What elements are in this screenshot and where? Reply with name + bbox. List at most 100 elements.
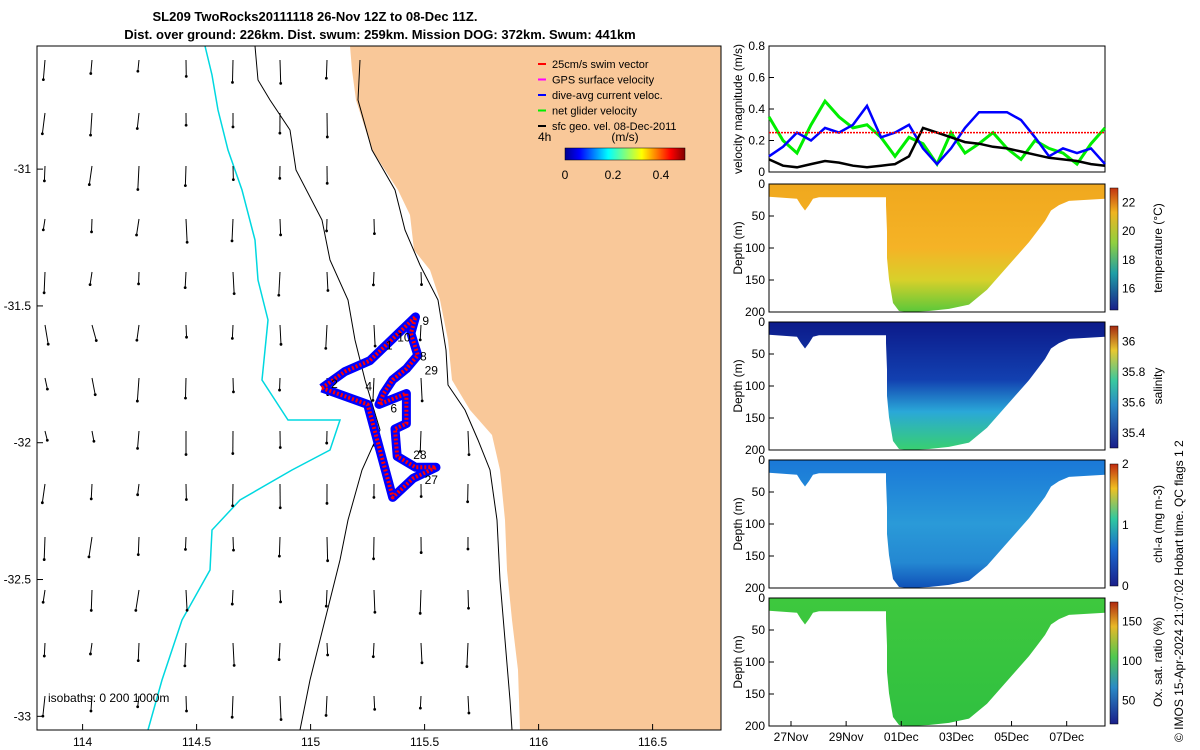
- section-ytick-label: 0: [758, 177, 765, 191]
- velocity-ytick-label: 0.4: [748, 102, 765, 116]
- track-label: 10: [397, 330, 411, 344]
- section-ytick-label: 0: [758, 315, 765, 329]
- section-colorbar-tick: 35.8: [1122, 365, 1146, 379]
- current-arrow: [43, 271, 46, 293]
- current-arrow-head: [371, 655, 375, 659]
- current-arrow-head: [136, 705, 140, 709]
- section-colorbar-tick: 100: [1122, 654, 1142, 668]
- current-arrow-head: [278, 388, 281, 392]
- isobath-0m: [357, 59, 513, 730]
- section-xtick-label: 29Nov: [829, 730, 864, 744]
- legend-label: dive-avg current veloc.: [552, 90, 663, 102]
- current-arrow-head: [232, 663, 236, 667]
- current-arrow-head: [136, 493, 140, 497]
- map-axis-ticks: 114 114.5 115 115.5 116 116.5 -31 -31.5 -32 -32.5…: [4, 162, 668, 749]
- current-arrow-head: [135, 127, 139, 130]
- section-xtick-label: 07Dec: [1049, 730, 1084, 744]
- current-arrow-head: [420, 399, 424, 403]
- velocity-panel: 0 0.2 0.4 0.6 0.8 velocity magnitude (m/s): [731, 39, 1107, 179]
- section-ytick-label: 0: [758, 591, 765, 605]
- map-ytick-label: -32: [14, 436, 32, 450]
- current-arrow-head: [41, 228, 45, 232]
- oxygen-section: 0 50 100 150 200 Depth (m) 50 100 150 Ox. sat. ra…: [731, 591, 1165, 744]
- velocity-ytick-label: 0.6: [748, 71, 765, 85]
- isobath-1000m: [147, 46, 342, 730]
- footer-note: © IMOS 15-Apr-2024 21:07:02 Hobart time.…: [1172, 440, 1186, 742]
- map-colorbar: [564, 147, 686, 161]
- current-arrow-head: [135, 338, 139, 342]
- current-arrow-head: [185, 335, 188, 339]
- current-arrow-head: [231, 452, 235, 455]
- current-arrow-head: [324, 347, 328, 350]
- current-arrow: [42, 589, 46, 603]
- map-xtick-label: 115: [301, 735, 320, 749]
- current-arrow-head: [87, 183, 91, 186]
- current-arrow-head: [185, 608, 189, 612]
- current-arrow: [137, 59, 140, 72]
- section-ytick-label: 50: [752, 623, 766, 637]
- current-arrow-head: [40, 501, 44, 505]
- current-arrow-head: [418, 706, 422, 710]
- current-arrow: [43, 165, 46, 181]
- current-arrow-head: [278, 176, 282, 180]
- track-labels: 1 10 9 829 2 4 6 28 27: [331, 314, 438, 487]
- map-panel: 1 10 9 829 2 4 6 28 27 114 114.5 115 115.5 116 116.5 -…: [4, 45, 722, 749]
- current-arrow-head: [232, 390, 235, 394]
- section-ylabel: Depth (m): [731, 497, 745, 550]
- current-arrow-head: [372, 495, 376, 499]
- current-arrow-head: [420, 283, 423, 286]
- current-arrow: [232, 642, 235, 666]
- current-arrow-head: [326, 653, 330, 657]
- map-xtick-label: 114.5: [182, 735, 211, 749]
- velocity-ytick-label: 0: [758, 165, 765, 179]
- current-arrow: [90, 112, 93, 136]
- current-arrow-head: [466, 547, 470, 551]
- legend-label: sfc geo. vel. 08-Dec-2011: [552, 121, 677, 133]
- current-arrow: [467, 430, 470, 455]
- current-arrow-head: [467, 711, 471, 715]
- current-arrow-head: [134, 608, 138, 612]
- current-arrow: [184, 642, 187, 666]
- current-arrow: [326, 271, 329, 291]
- current-arrow-head: [87, 555, 91, 559]
- current-arrow: [41, 112, 46, 134]
- current-arrow-head: [371, 399, 375, 402]
- current-arrow: [279, 589, 282, 602]
- current-arrow-head: [467, 606, 470, 610]
- map-colorbar-tick: 0.2: [605, 168, 622, 182]
- current-arrow-head: [46, 342, 50, 346]
- current-arrow-head: [45, 438, 49, 442]
- section-ytick-label: 150: [745, 273, 765, 287]
- track-label: 28: [413, 448, 427, 462]
- section-colorbar: [1109, 187, 1119, 311]
- section-colorbar-tick: 22: [1122, 195, 1136, 209]
- current-arrow: [278, 642, 281, 660]
- velocity-series-line: [768, 103, 1106, 166]
- current-arrow: [185, 695, 188, 712]
- current-arrow: [89, 271, 93, 285]
- current-arrow: [91, 324, 97, 341]
- temperature-section: 0 50 100 150 200 Depth (m) 16 18 20 22 temperature…: [731, 177, 1165, 319]
- section-ytick-label: 100: [745, 517, 765, 531]
- current-arrow: [372, 642, 375, 657]
- current-arrow-head: [418, 338, 422, 342]
- current-arrow: [88, 165, 93, 185]
- section-colorbar: [1109, 601, 1119, 725]
- current-arrow-head: [324, 76, 328, 80]
- current-arrow: [43, 642, 46, 657]
- section-colorbar-label: Ox. sat. ratio (%): [1151, 617, 1165, 707]
- map-colorbar-tick: 0.4: [653, 168, 670, 182]
- current-arrow-head: [419, 551, 423, 554]
- current-arrow: [373, 695, 376, 710]
- section-colorbar-tick: 150: [1122, 615, 1142, 629]
- current-arrow-head: [230, 336, 234, 340]
- current-arrow: [88, 536, 93, 557]
- current-arrow-head: [88, 283, 92, 287]
- section-colorbar-tick: 35.4: [1122, 426, 1146, 440]
- velocity-ytick-label: 0.2: [748, 134, 765, 148]
- current-arrow-head: [89, 497, 93, 501]
- current-arrow-head: [279, 342, 283, 346]
- title-line-1: SL209 TwoRocks20111118 26-Nov 12Z to 08-…: [153, 9, 478, 24]
- current-arrow-head: [94, 339, 98, 342]
- current-arrow-head: [136, 188, 140, 191]
